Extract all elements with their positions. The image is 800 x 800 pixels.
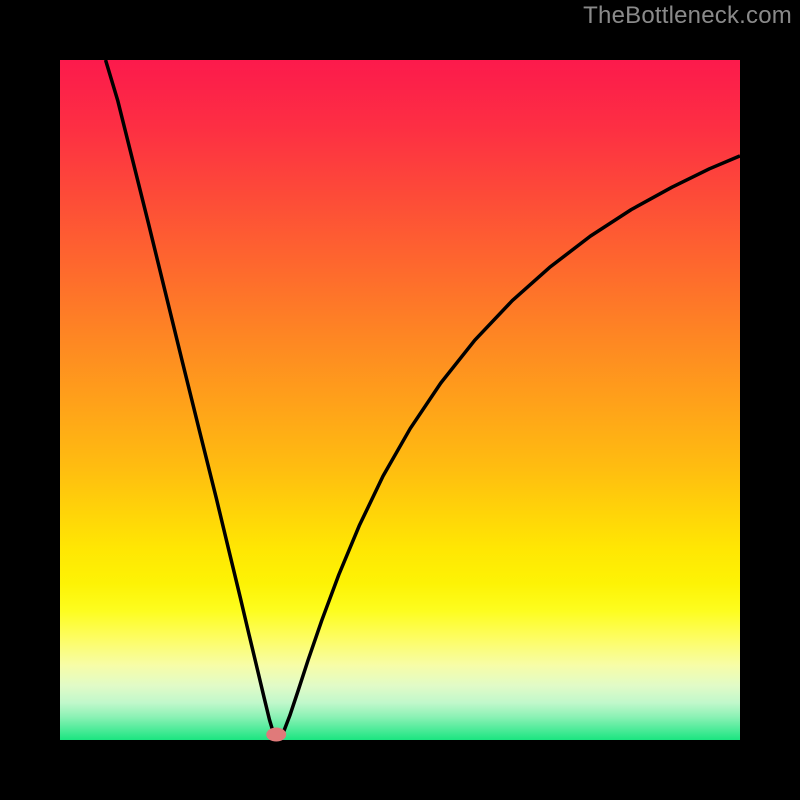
frame-bottom (0, 740, 800, 800)
watermark-text: TheBottleneck.com (583, 2, 792, 30)
plot-background (60, 60, 740, 740)
frame-left (0, 0, 60, 800)
optimum-marker (266, 728, 286, 742)
bottleneck-chart (0, 0, 800, 800)
frame-right (740, 0, 800, 800)
chart-container: TheBottleneck.com (0, 0, 800, 800)
